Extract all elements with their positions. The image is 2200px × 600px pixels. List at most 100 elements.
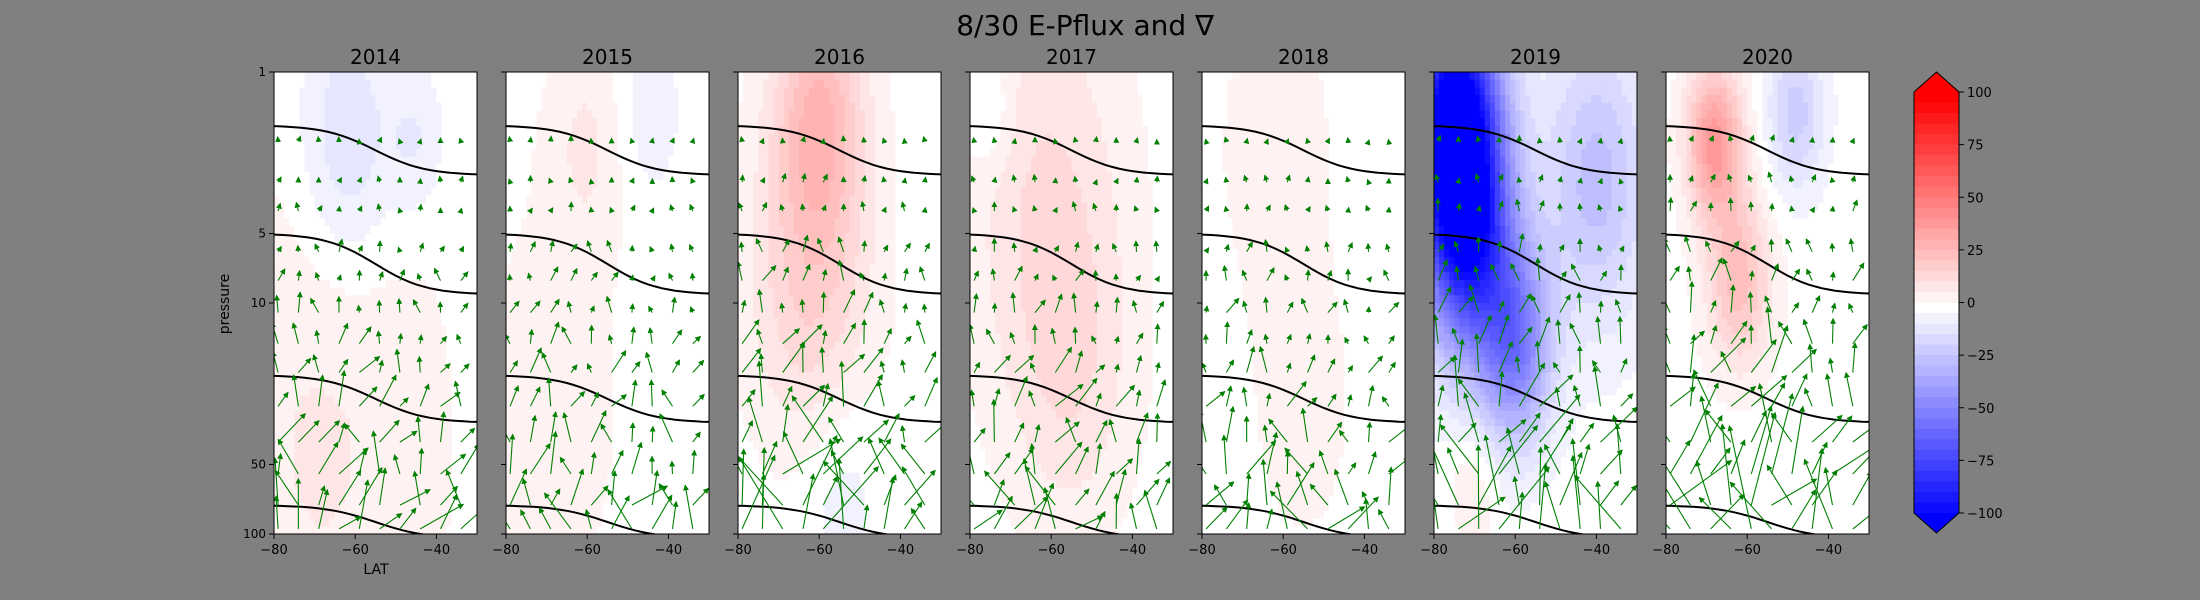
field-cell	[698, 79, 705, 88]
field-cell	[683, 364, 690, 373]
field-cell	[350, 79, 356, 88]
field-cell	[546, 172, 553, 181]
field-cell	[612, 102, 619, 112]
field-cell	[577, 433, 583, 443]
field-cell	[279, 480, 285, 489]
field-cell	[289, 179, 295, 189]
field-cell	[643, 303, 649, 312]
field-cell	[617, 172, 624, 181]
field-cell	[566, 495, 573, 504]
field-cell	[405, 79, 412, 88]
field-cell	[405, 210, 412, 219]
field-cell	[688, 380, 695, 389]
field-cell	[324, 226, 331, 235]
field-cell	[693, 264, 700, 273]
field-cell	[405, 272, 412, 281]
field-cell	[405, 287, 412, 296]
field-cell	[678, 449, 685, 458]
field-cell	[551, 156, 558, 165]
field-cell	[299, 318, 306, 327]
field-cell	[421, 210, 427, 219]
field-cell	[678, 133, 685, 142]
field-cell	[279, 310, 285, 319]
field-cell	[582, 187, 588, 196]
field-cell	[289, 433, 295, 443]
field-cell	[451, 279, 458, 289]
field-cell	[395, 249, 402, 258]
field-cell	[314, 187, 321, 196]
field-cell	[622, 295, 629, 304]
field-cell	[329, 410, 336, 420]
field-cell	[319, 264, 326, 273]
field-cell	[703, 303, 709, 312]
field-cell	[441, 264, 448, 273]
field-cell	[668, 149, 675, 158]
field-cell	[456, 233, 463, 242]
field-cell	[536, 287, 543, 296]
field-cell	[426, 433, 432, 443]
field-cell	[643, 149, 649, 158]
field-cell	[541, 164, 548, 173]
field-cell	[582, 218, 588, 227]
field-cell	[587, 79, 593, 88]
field-cell	[653, 457, 659, 466]
field-cell	[441, 410, 448, 420]
field-cell	[416, 102, 422, 112]
field-cell	[436, 356, 443, 366]
field-cell	[531, 341, 538, 350]
field-cell	[653, 187, 659, 196]
field-cell	[294, 310, 300, 319]
field-cell	[365, 172, 372, 181]
field-cell	[360, 303, 366, 312]
field-cell	[602, 118, 609, 127]
field-cell	[577, 79, 583, 88]
field-cell	[405, 226, 412, 235]
field-cell	[390, 195, 397, 204]
flux-arrow	[549, 240, 555, 252]
field-cell	[511, 256, 517, 266]
field-cell	[688, 403, 695, 412]
field-cell	[375, 487, 382, 497]
field-cell	[284, 426, 290, 435]
field-cell	[643, 495, 649, 504]
field-cell	[703, 279, 709, 289]
field-cell	[622, 457, 629, 466]
field-cell	[355, 333, 361, 343]
field-cell	[461, 380, 468, 389]
field-cell	[436, 333, 443, 343]
field-cell	[314, 256, 321, 266]
field-cell	[678, 526, 685, 534]
field-cell	[643, 179, 649, 189]
field-cell	[577, 372, 583, 381]
field-cell	[678, 426, 685, 435]
field-cell	[643, 156, 649, 165]
field-cell	[314, 426, 321, 435]
field-cell	[531, 449, 538, 458]
field-cell	[421, 341, 427, 350]
field-cell	[556, 372, 563, 381]
field-cell	[279, 287, 285, 296]
field-cell	[643, 310, 649, 319]
field-cell	[390, 256, 397, 266]
field-cell	[582, 256, 588, 266]
field-cell	[441, 464, 448, 473]
field-cell	[471, 464, 477, 473]
field-cell	[648, 418, 654, 427]
field-cell	[390, 164, 397, 173]
field-cell	[345, 295, 351, 304]
field-cell	[446, 179, 453, 189]
field-cell	[400, 380, 407, 389]
field-cell	[319, 387, 326, 396]
field-cell	[324, 118, 331, 127]
flux-arrow	[379, 374, 397, 407]
field-cell	[405, 464, 412, 473]
field-cell	[577, 110, 583, 119]
field-cell	[339, 218, 346, 227]
field-cell	[390, 118, 397, 127]
field-cell	[643, 110, 649, 119]
field-cell	[355, 356, 361, 366]
field-cell	[587, 380, 593, 389]
field-cell	[582, 241, 588, 250]
field-cell	[521, 418, 527, 427]
field-cell	[289, 310, 295, 319]
